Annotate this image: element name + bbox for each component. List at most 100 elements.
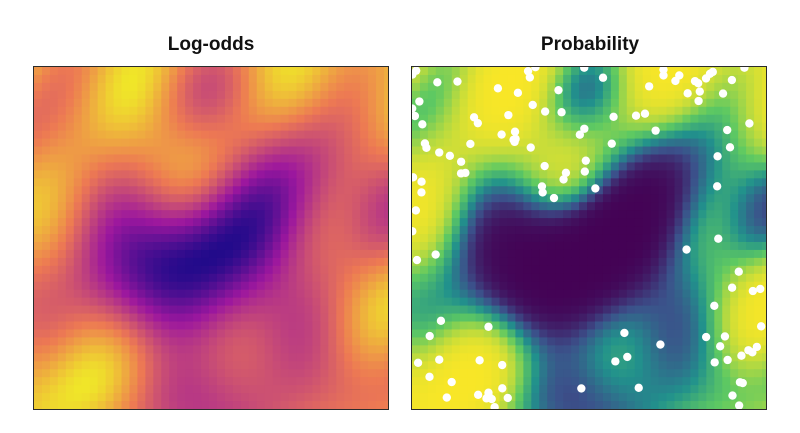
log-odds-cell [280, 138, 290, 148]
log-odds-cell [105, 297, 115, 307]
log-odds-cell [34, 265, 43, 275]
log-odds-cell [376, 194, 385, 203]
probability-cell [587, 321, 596, 330]
log-odds-cell [145, 337, 154, 346]
probability-cell [571, 361, 580, 370]
probability-cell [523, 393, 532, 402]
probability-cell [650, 257, 660, 267]
probability-cell [523, 106, 532, 116]
log-odds-cell [161, 178, 170, 187]
probability-cell [682, 67, 691, 76]
probability-cell [499, 202, 508, 211]
probability-cell [634, 90, 644, 100]
log-odds-cell [336, 122, 345, 132]
probability-cell [738, 313, 747, 323]
log-odds-cell [161, 226, 170, 235]
probability-cell [602, 241, 612, 251]
log-odds-cell [320, 249, 329, 259]
log-odds-cell [34, 345, 43, 354]
log-odds-cell [34, 281, 43, 291]
probability-cell [594, 377, 604, 386]
log-odds-cell [248, 170, 258, 179]
probability-cell [563, 114, 572, 124]
log-odds-cell [328, 257, 337, 267]
probability-cell [714, 273, 723, 283]
probability-cell [443, 146, 453, 155]
probability-cell [610, 146, 620, 155]
observation-point [727, 75, 737, 85]
probability-cell [594, 106, 604, 116]
probability-cell [523, 329, 532, 338]
log-odds-cell [376, 130, 385, 140]
log-odds-cell [376, 138, 385, 148]
log-odds-cell [240, 138, 250, 148]
log-odds-cell [272, 337, 282, 346]
log-odds-cell [169, 265, 178, 275]
log-odds-cell [137, 98, 146, 108]
probability-cell [467, 249, 477, 259]
log-odds-cell [65, 74, 75, 84]
probability-cell [451, 337, 461, 346]
probability-cell [555, 393, 564, 402]
observation-point [609, 112, 618, 121]
log-odds-cell [137, 154, 146, 163]
log-odds-cell [296, 321, 305, 330]
log-odds-cell [224, 210, 234, 219]
probability-cell [738, 345, 747, 354]
log-odds-cell [97, 138, 107, 148]
log-odds-cell [121, 289, 130, 299]
log-odds-cell [81, 138, 91, 148]
probability-cell [634, 297, 644, 307]
probability-cell [523, 162, 532, 171]
log-odds-cell [201, 90, 210, 100]
probability-cell [443, 162, 453, 171]
probability-cell [499, 337, 508, 346]
log-odds-cell [296, 281, 305, 291]
observation-point [412, 255, 422, 265]
log-odds-cell [272, 202, 282, 211]
probability-cell [499, 226, 508, 235]
log-odds-cell [320, 98, 329, 108]
probability-cell [412, 369, 421, 378]
probability-cell [666, 82, 676, 92]
observation-point [701, 332, 711, 342]
log-odds-cell [296, 289, 305, 299]
probability-cell [587, 297, 596, 307]
log-odds-cell [328, 154, 337, 163]
log-odds-cell [193, 130, 202, 140]
probability-cell [706, 385, 715, 394]
log-odds-cell [360, 305, 369, 315]
log-odds-cell [41, 106, 51, 116]
probability-cell [690, 218, 699, 227]
probability-cell [459, 369, 469, 378]
log-odds-cell [376, 170, 385, 179]
log-odds-cell [137, 241, 146, 251]
probability-cell [483, 90, 493, 100]
log-odds-cell [344, 353, 353, 362]
log-odds-cell [368, 369, 377, 378]
log-odds-cell [320, 194, 329, 203]
log-odds-cell [153, 385, 162, 394]
probability-cell [618, 74, 628, 84]
probability-cell [579, 305, 588, 315]
probability-cell [642, 154, 652, 163]
observation-point [413, 358, 423, 367]
probability-cell [587, 265, 596, 275]
probability-cell [483, 210, 493, 219]
probability-cell [658, 393, 668, 402]
probability-cell [666, 393, 676, 402]
observation-point [656, 340, 665, 349]
log-odds-cell [209, 361, 218, 370]
log-odds-cell [65, 273, 75, 283]
probability-cell [523, 377, 532, 386]
probability-cell [451, 281, 461, 291]
probability-cell [563, 90, 572, 100]
log-odds-cell [344, 226, 353, 235]
log-odds-cell [272, 401, 282, 409]
probability-cell [610, 241, 620, 251]
probability-cell [666, 154, 676, 163]
probability-cell [579, 289, 588, 299]
observation-point [473, 390, 483, 399]
log-odds-cell [328, 241, 337, 251]
log-odds-cell [312, 393, 321, 402]
